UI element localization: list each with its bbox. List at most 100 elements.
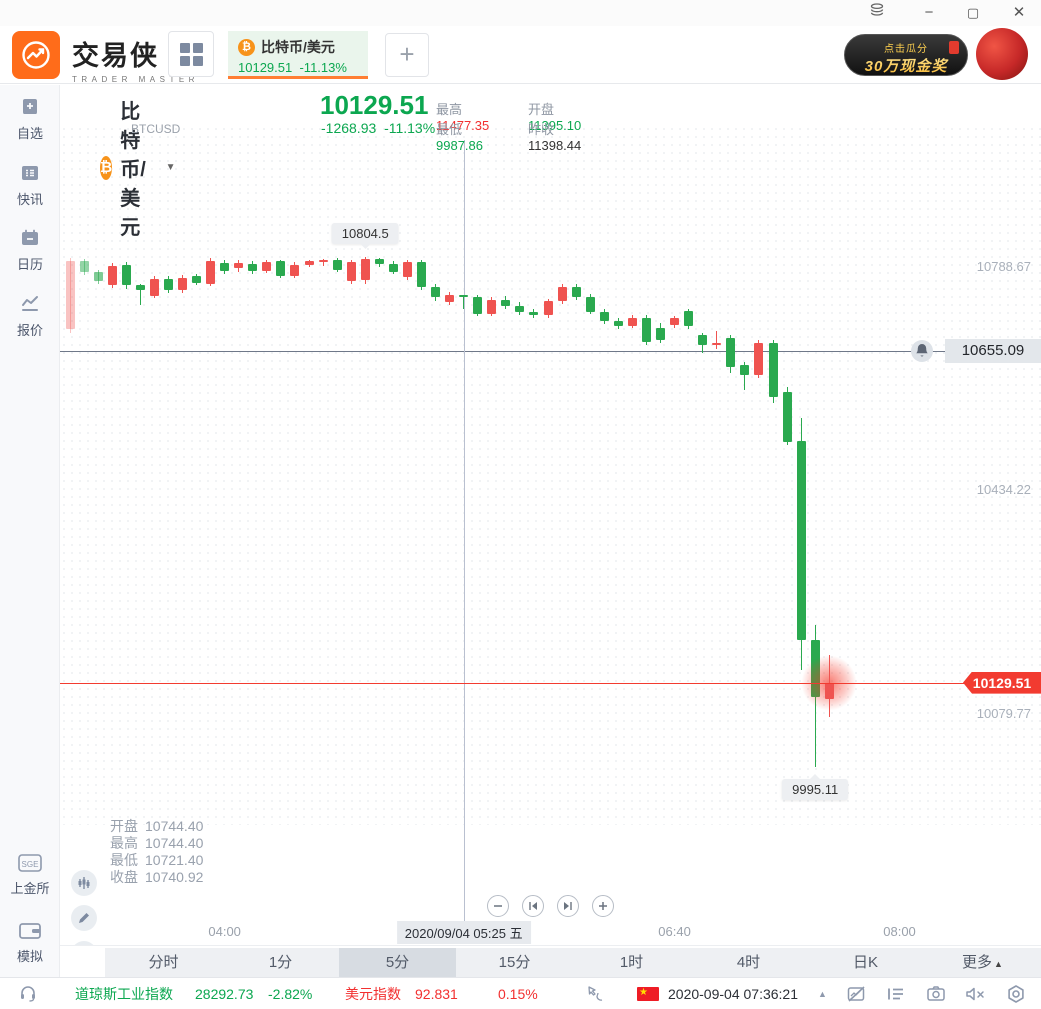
sidebar-label: 报价 (16, 323, 43, 338)
sidebar-item-quotes[interactable]: 报价 (0, 293, 60, 339)
candle-wick (716, 331, 718, 350)
headset-icon[interactable] (18, 983, 38, 1008)
chevron-down-icon: ▼ (165, 162, 176, 173)
promo-line1: 点击瓜分 (884, 44, 928, 55)
minimize-button[interactable]: − (924, 4, 934, 21)
candle (346, 262, 356, 282)
layers-icon[interactable] (862, 2, 892, 24)
timeframe-4时[interactable]: 4时 (736, 954, 761, 971)
timeframe-5分[interactable]: 5分 (339, 948, 456, 977)
candle (627, 317, 637, 326)
timeframe-分时[interactable]: 分时 (148, 954, 179, 971)
skip-next-button[interactable] (557, 895, 579, 917)
ohlc-tooltip: 开盘 10744.40 最高 10744.40 最低 10721.40 收盘 10740… (110, 818, 204, 885)
sidebar-label: 自选 (16, 126, 43, 141)
settings-icon[interactable] (1005, 983, 1027, 1009)
candle (445, 294, 455, 303)
timeframe-日K[interactable]: 日K (852, 954, 878, 971)
index2-value: 92.831 (415, 986, 458, 1002)
candle (234, 262, 244, 269)
bitcoin-icon: ₿ (238, 38, 255, 56)
sidebar-item-calendar[interactable]: 日历 (0, 227, 60, 273)
crosshair-date-label: 2020/09/04 05:25 五 (396, 921, 531, 944)
candle (220, 262, 230, 271)
alert-line[interactable] (60, 351, 945, 352)
sidebar-item-watchlist[interactable]: 自选 (0, 96, 60, 142)
add-tab-button[interactable]: + (385, 33, 429, 77)
sidebar-item-sge[interactable]: SGE 上金所 (0, 853, 60, 897)
sge-icon: SGE (18, 854, 42, 872)
timeframe-更多[interactable]: 更多 ▲ (962, 954, 1003, 971)
map-dots-background (60, 125, 1041, 825)
candle (262, 262, 272, 271)
sidebar-item-news[interactable]: 快讯 (0, 162, 60, 208)
candle (402, 262, 412, 278)
alert-price-label[interactable]: 10655.09 (945, 339, 1041, 363)
candle (192, 275, 202, 283)
timeframe-1时[interactable]: 1时 (619, 954, 644, 971)
candle (374, 258, 384, 264)
index1-name[interactable]: 道琼斯工业指数 (75, 986, 173, 1002)
brand-name: 交易侠 (72, 41, 159, 71)
candle (641, 317, 651, 342)
zoom-out-icon (494, 905, 502, 907)
change-pct: -11.13% (384, 120, 436, 136)
skip-prev-icon (529, 902, 537, 910)
zoom-out-button[interactable] (487, 895, 509, 917)
tab-btcusd[interactable]: ₿ 比特币/美元 10129.51 -11.13% (228, 31, 368, 79)
timeframe-15分[interactable]: 15分 (498, 954, 531, 971)
zoom-in-button[interactable] (592, 895, 614, 917)
tab-symbol: 比特币/美元 (261, 39, 335, 55)
candle (599, 311, 609, 321)
calendar-icon (22, 229, 38, 245)
candle (431, 286, 441, 298)
candle (206, 260, 216, 284)
avatar[interactable] (976, 28, 1028, 80)
pencil-tool-button[interactable] (71, 905, 97, 931)
candle (65, 260, 75, 329)
chart-off-icon[interactable] (845, 983, 867, 1009)
candle-wick (463, 294, 465, 310)
candle (417, 262, 426, 287)
candle (740, 364, 750, 376)
candle (824, 682, 834, 699)
candle (782, 392, 792, 442)
grid-icon[interactable] (168, 31, 214, 77)
pencil-tool-icon (79, 913, 89, 923)
skip-prev-button[interactable] (522, 895, 544, 917)
maximize-button[interactable]: ▢ (966, 5, 980, 20)
candlestick-plot[interactable]: 10129.51 10655.09 10788.67 10434.22 10079.77… (60, 85, 1041, 945)
promo-banner[interactable]: 点击瓜分 30万现金奖 (844, 34, 968, 76)
candle (290, 264, 300, 276)
symbol-code: BTCUSD (131, 122, 181, 136)
candlestick-tool-button[interactable] (71, 870, 97, 896)
watchlist-icon (23, 99, 37, 114)
collapse-icon[interactable]: ▲ (818, 989, 827, 999)
brand: 交易侠 TRADER MASTER (72, 34, 199, 84)
sidebar-item-demo[interactable]: 模拟 (0, 921, 60, 965)
cn-flag-icon: ★ (637, 987, 659, 1001)
candle (571, 286, 581, 297)
candle (557, 286, 567, 302)
bell-icon[interactable] (911, 340, 933, 362)
index2-name[interactable]: 美元指数 (345, 986, 401, 1002)
last-price: 10129.51 (320, 90, 429, 120)
y-axis-label: 10788.67 (976, 258, 1031, 274)
camera-icon[interactable] (925, 983, 947, 1009)
candle (656, 327, 666, 341)
change-abs: -1268.93 (321, 120, 377, 136)
symbol-name: 比特币/美元 (120, 101, 146, 239)
timeframe-1分[interactable]: 1分 (268, 954, 293, 971)
status-datetime: 2020-09-04 07:36:21 (668, 986, 798, 1002)
symbol-dropdown[interactable]: ₿ 比特币/美元 ▼ (100, 95, 175, 240)
svg-text:SGE: SGE (22, 860, 39, 869)
queue-list-icon[interactable] (885, 983, 907, 1009)
close-button[interactable]: ✕ (1012, 4, 1026, 21)
mute-icon[interactable] (963, 983, 987, 1009)
line-chart-tool-button[interactable] (71, 941, 97, 945)
current-price-line (60, 682, 1041, 684)
network-icon[interactable] (585, 983, 607, 1009)
candle (459, 294, 469, 297)
chart-area[interactable]: 10129.51 10655.09 10788.67 10434.22 10079.77… (60, 85, 1041, 945)
zoom-in-icon (599, 902, 607, 910)
